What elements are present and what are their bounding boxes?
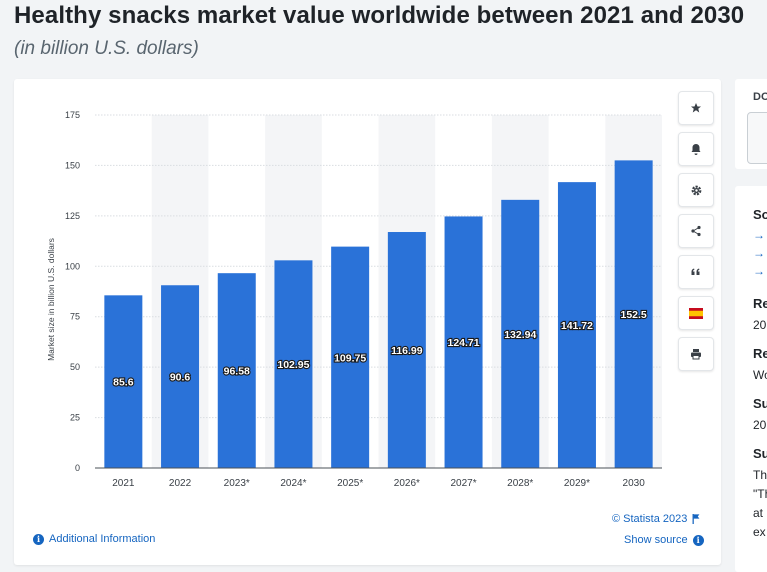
page-subtitle: (in billion U.S. dollars) <box>14 38 199 59</box>
details-item: at <box>753 506 764 520</box>
y-axis-title: Market size in billion U.S. dollars <box>46 238 56 361</box>
x-tick-label: 2022 <box>169 478 192 489</box>
star-icon <box>691 103 701 113</box>
y-tick-label: 25 <box>70 413 80 423</box>
print-button[interactable] <box>678 337 714 371</box>
copyright-label: © Statista 2023 <box>612 513 688 525</box>
additional-info-label: Additional Information <box>49 533 156 545</box>
details-item: ex <box>753 525 766 539</box>
flag-spain-icon <box>689 307 703 319</box>
details-item: Re <box>753 296 767 311</box>
x-tick-label: 2025* <box>337 478 363 489</box>
y-tick-label: 175 <box>65 110 80 120</box>
bar-value-label: 141.72 <box>561 320 593 332</box>
bar <box>217 273 256 468</box>
x-tick-label: 2029* <box>564 478 590 489</box>
bar-value-label: 152.5 <box>621 309 647 321</box>
info-icon: i <box>692 534 704 546</box>
bar-value-label: 132.94 <box>504 329 536 341</box>
language-button[interactable] <box>678 296 714 330</box>
download-panel: DO <box>735 79 767 169</box>
bar <box>387 232 426 468</box>
favorite-button[interactable] <box>678 91 714 125</box>
y-tick-label: 100 <box>65 261 80 271</box>
x-tick-label: 2030 <box>623 478 646 489</box>
details-item: Su <box>753 446 767 461</box>
x-tick-label: 2026* <box>394 478 420 489</box>
additional-info-link[interactable]: i Additional Information <box>33 533 155 545</box>
bar <box>274 260 313 468</box>
x-tick-label: 2024* <box>280 478 306 489</box>
details-item[interactable]: → <box>753 228 765 242</box>
bar-value-label: 116.99 <box>391 345 423 357</box>
bell-icon <box>691 144 701 155</box>
bar <box>444 216 483 468</box>
notification-button[interactable] <box>678 132 714 166</box>
flag-icon <box>692 514 700 524</box>
y-tick-label: 75 <box>70 312 80 322</box>
info-icon: i <box>33 533 44 545</box>
quote-icon <box>691 268 700 275</box>
y-tick-label: 50 <box>70 362 80 372</box>
gear-icon <box>691 185 701 195</box>
bar-value-label: 85.6 <box>113 377 134 389</box>
bar-value-label: 96.58 <box>224 366 250 378</box>
bar-value-label: 109.75 <box>334 352 366 364</box>
details-item: 20 <box>753 418 767 432</box>
share-icon <box>691 225 701 237</box>
show-source-link[interactable]: Show source i <box>624 534 704 546</box>
settings-button[interactable] <box>678 173 714 207</box>
print-icon <box>691 349 701 360</box>
bar <box>501 199 540 468</box>
y-tick-label: 150 <box>65 160 80 170</box>
details-item: Re <box>753 346 767 361</box>
details-item: Th <box>753 468 767 482</box>
bar <box>331 246 370 468</box>
x-tick-label: 2023* <box>224 478 250 489</box>
bar-value-label: 124.71 <box>447 337 479 349</box>
bar-value-label: 90.6 <box>170 372 191 384</box>
bar <box>614 160 653 468</box>
details-item: So <box>753 207 767 222</box>
copyright-link[interactable]: © Statista 2023 <box>612 513 701 525</box>
details-item[interactable]: → <box>753 264 765 278</box>
bar-value-label: 102.95 <box>277 359 309 371</box>
details-item: "Th <box>753 487 767 501</box>
details-item: Wo <box>753 368 767 382</box>
bar <box>557 182 596 468</box>
x-tick-label: 2021 <box>112 478 135 489</box>
details-item: Su <box>753 396 767 411</box>
bar <box>161 285 200 468</box>
y-tick-label: 125 <box>65 211 80 221</box>
bar <box>104 295 143 468</box>
show-source-label: Show source <box>624 534 688 546</box>
y-tick-label: 0 <box>75 463 80 473</box>
details-panel: So → → → Re 20 Re Wo Su 20 Su Th "Th at ex <box>735 186 767 572</box>
download-button[interactable] <box>747 112 767 164</box>
details-item[interactable]: → <box>753 246 765 260</box>
download-label: DO <box>753 91 767 103</box>
page-title: Healthy snacks market value worldwide be… <box>14 2 745 29</box>
x-tick-label: 2028* <box>507 478 533 489</box>
cite-button[interactable] <box>678 255 714 289</box>
chart-card: 0 25 50 75 100 125 150 175 Market size in billio… <box>14 79 721 565</box>
share-button[interactable] <box>678 214 714 248</box>
bar-chart: 0 25 50 75 100 125 150 175 Market size in billio… <box>46 110 662 489</box>
x-tick-label: 2027* <box>450 478 476 489</box>
details-item: 20 <box>753 318 767 332</box>
